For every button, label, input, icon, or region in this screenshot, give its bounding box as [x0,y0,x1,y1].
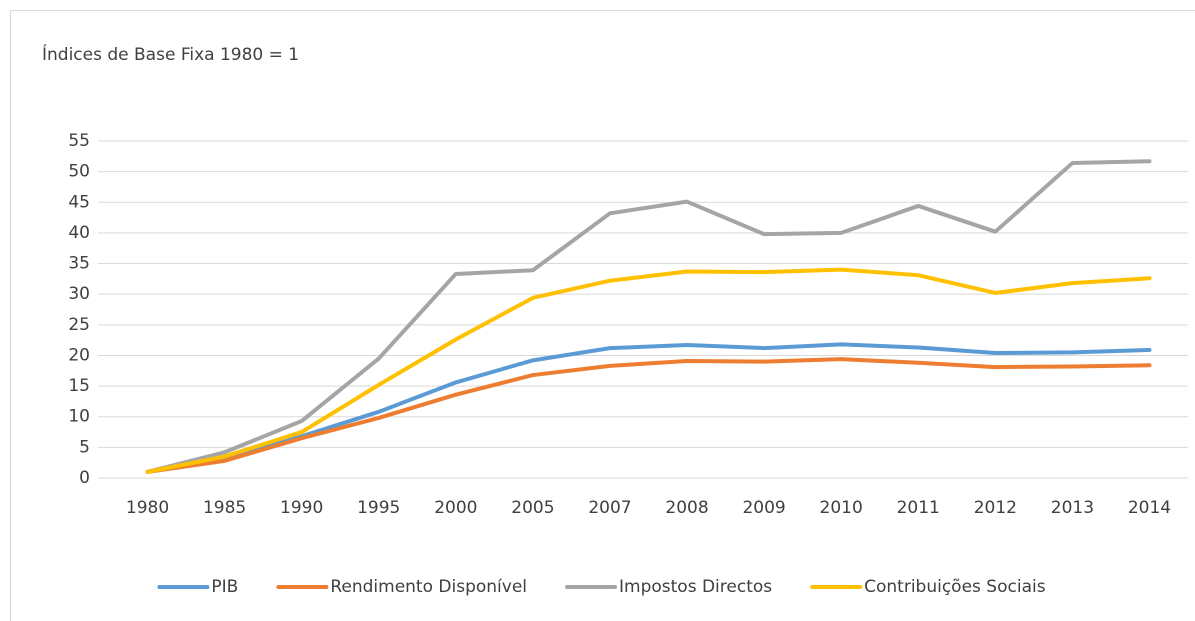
series-line [145,342,1152,474]
x-tick-label: 2010 [820,498,863,518]
legend-label: Rendimento Disponível [330,577,527,597]
y-tick-label: 25 [68,315,90,335]
y-tick-label: 45 [68,192,90,212]
y-tick-label: 0 [79,468,90,488]
x-tick-label: 2011 [897,498,940,518]
series-line [145,357,1152,474]
series-line [145,159,1152,474]
series-line [145,267,1152,474]
chart-title: Índices de Base Fixa 1980 = 1 [42,43,299,65]
x-tick-label: 2009 [742,498,785,518]
x-tick-label: 2012 [974,498,1017,518]
legend-label: PIB [211,577,238,597]
x-tick-label: 2014 [1128,498,1171,518]
x-tick-label: 2013 [1051,498,1094,518]
y-tick-label: 40 [68,223,90,243]
y-tick-label: 20 [68,345,90,365]
x-tick-label: 2007 [588,498,631,518]
y-tick-label: 10 [68,407,90,427]
y-tick-label: 5 [79,437,90,457]
x-tick-label: 2000 [434,498,477,518]
x-tick-label: 1985 [203,498,246,518]
x-tick-label: 2008 [665,498,708,518]
legend-label: Impostos Directos [619,577,772,597]
x-tick-label: 2005 [511,498,554,518]
x-tick-label: 1980 [126,498,169,518]
y-tick-label: 55 [68,131,90,151]
y-tick-label: 15 [68,376,90,396]
x-tick-label: 1990 [280,498,323,518]
x-tick-label: 1995 [357,498,400,518]
y-tick-label: 50 [68,162,90,182]
legend-label: Contribuições Sociais [864,577,1046,597]
y-tick-label: 30 [68,284,90,304]
y-tick-label: 35 [68,254,90,274]
